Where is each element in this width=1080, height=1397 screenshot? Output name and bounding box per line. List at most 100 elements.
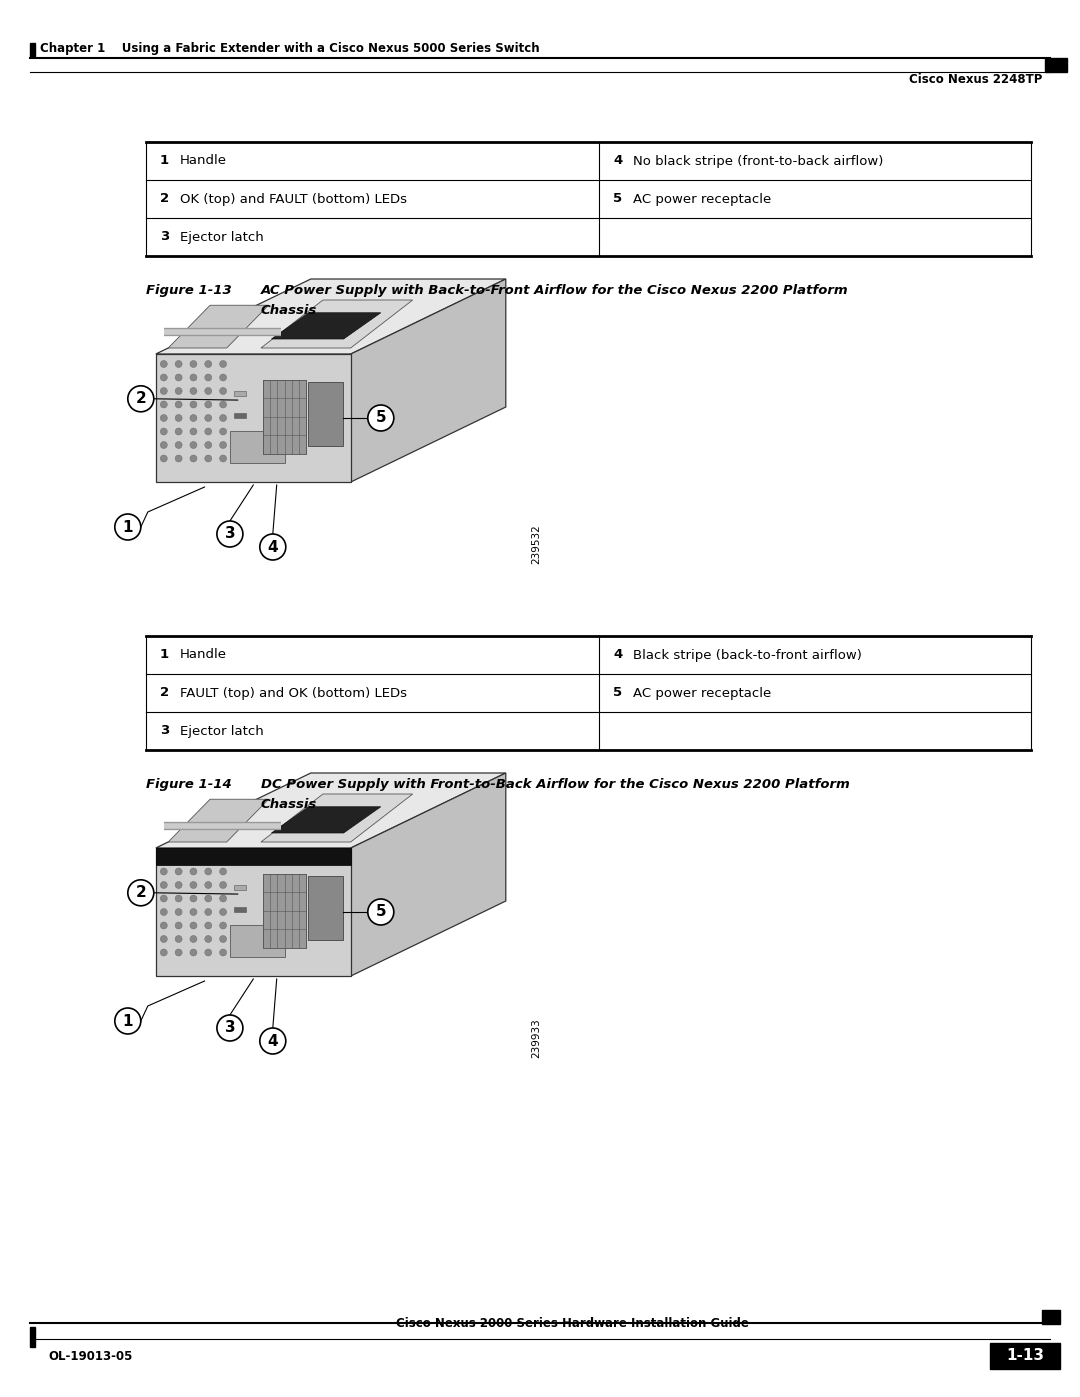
Circle shape: [175, 441, 183, 448]
Text: 4: 4: [613, 155, 623, 168]
Circle shape: [160, 427, 167, 434]
Circle shape: [160, 855, 167, 862]
Text: 5: 5: [613, 193, 622, 205]
Text: 2: 2: [135, 391, 146, 407]
Text: 1: 1: [122, 520, 133, 535]
Circle shape: [217, 521, 243, 548]
Circle shape: [219, 374, 227, 381]
Text: 4: 4: [268, 1034, 279, 1049]
Bar: [230, 430, 284, 462]
Circle shape: [205, 868, 212, 875]
Circle shape: [175, 374, 183, 381]
Text: Handle: Handle: [179, 648, 227, 662]
Circle shape: [175, 868, 183, 875]
Text: OK (top) and FAULT (bottom) LEDs: OK (top) and FAULT (bottom) LEDs: [179, 193, 407, 205]
Circle shape: [175, 936, 183, 943]
Circle shape: [160, 401, 167, 408]
Circle shape: [190, 882, 197, 888]
Circle shape: [175, 455, 183, 462]
Circle shape: [205, 374, 212, 381]
Circle shape: [175, 415, 183, 422]
Circle shape: [205, 908, 212, 915]
Circle shape: [127, 880, 153, 905]
Text: 1: 1: [122, 1013, 133, 1028]
Text: Black stripe (back-to-front airflow): Black stripe (back-to-front airflow): [633, 648, 862, 662]
Circle shape: [190, 922, 197, 929]
Bar: [156, 848, 351, 865]
Circle shape: [219, 415, 227, 422]
Circle shape: [368, 900, 394, 925]
Text: Cisco Nexus 2000 Series Hardware Installation Guide: Cisco Nexus 2000 Series Hardware Install…: [396, 1317, 748, 1330]
Text: AC power receptacle: AC power receptacle: [633, 193, 771, 205]
Circle shape: [190, 908, 197, 915]
Polygon shape: [351, 279, 505, 482]
Circle shape: [160, 922, 167, 929]
Text: 2: 2: [135, 886, 146, 900]
Circle shape: [205, 427, 212, 434]
Text: 1: 1: [160, 648, 168, 662]
Circle shape: [219, 360, 227, 367]
Circle shape: [205, 455, 212, 462]
Circle shape: [219, 427, 227, 434]
Bar: [264, 873, 306, 947]
Text: Chapter 1    Using a Fabric Extender with a Cisco Nexus 5000 Series Switch: Chapter 1 Using a Fabric Extender with a…: [40, 42, 540, 54]
Circle shape: [205, 922, 212, 929]
Text: 1: 1: [160, 155, 168, 168]
Text: Figure 1-14: Figure 1-14: [146, 778, 231, 791]
Text: Ejector latch: Ejector latch: [179, 231, 264, 243]
Circle shape: [190, 895, 197, 902]
Polygon shape: [168, 306, 269, 348]
Circle shape: [190, 415, 197, 422]
Circle shape: [219, 936, 227, 943]
Circle shape: [190, 868, 197, 875]
Circle shape: [260, 1028, 286, 1053]
Circle shape: [190, 360, 197, 367]
Bar: [30, 1327, 35, 1347]
Bar: [230, 925, 284, 957]
Circle shape: [160, 374, 167, 381]
Bar: [156, 353, 351, 482]
Circle shape: [160, 387, 167, 394]
Text: Ejector latch: Ejector latch: [179, 725, 264, 738]
Circle shape: [160, 415, 167, 422]
Circle shape: [127, 386, 153, 412]
Circle shape: [175, 387, 183, 394]
Circle shape: [175, 401, 183, 408]
Text: Figure 1-13: Figure 1-13: [146, 284, 231, 298]
Text: Chassis: Chassis: [260, 798, 318, 812]
Circle shape: [175, 908, 183, 915]
Bar: [308, 876, 343, 940]
Circle shape: [219, 949, 227, 956]
Circle shape: [175, 882, 183, 888]
Bar: [233, 412, 245, 418]
Circle shape: [160, 936, 167, 943]
Bar: [264, 380, 306, 454]
Circle shape: [175, 922, 183, 929]
Text: 239933: 239933: [530, 1018, 541, 1058]
Circle shape: [190, 855, 197, 862]
Text: FAULT (top) and OK (bottom) LEDs: FAULT (top) and OK (bottom) LEDs: [179, 686, 407, 700]
Text: 239532: 239532: [530, 524, 541, 564]
Circle shape: [160, 455, 167, 462]
Text: DC Power Supply with Front-to-Back Airflow for the Cisco Nexus 2200 Platform: DC Power Supply with Front-to-Back Airfl…: [260, 778, 850, 791]
Circle shape: [205, 401, 212, 408]
Circle shape: [205, 855, 212, 862]
Circle shape: [205, 895, 212, 902]
Circle shape: [175, 427, 183, 434]
Circle shape: [190, 936, 197, 943]
Circle shape: [175, 895, 183, 902]
Polygon shape: [156, 773, 505, 848]
Circle shape: [160, 868, 167, 875]
Circle shape: [190, 455, 197, 462]
Circle shape: [205, 936, 212, 943]
Text: 2: 2: [160, 193, 168, 205]
Circle shape: [190, 374, 197, 381]
Circle shape: [219, 908, 227, 915]
Circle shape: [217, 1016, 243, 1041]
Circle shape: [114, 514, 140, 541]
Circle shape: [160, 882, 167, 888]
Text: 5: 5: [376, 904, 387, 919]
Circle shape: [160, 908, 167, 915]
Circle shape: [114, 1009, 140, 1034]
Bar: [990, 1343, 1059, 1369]
